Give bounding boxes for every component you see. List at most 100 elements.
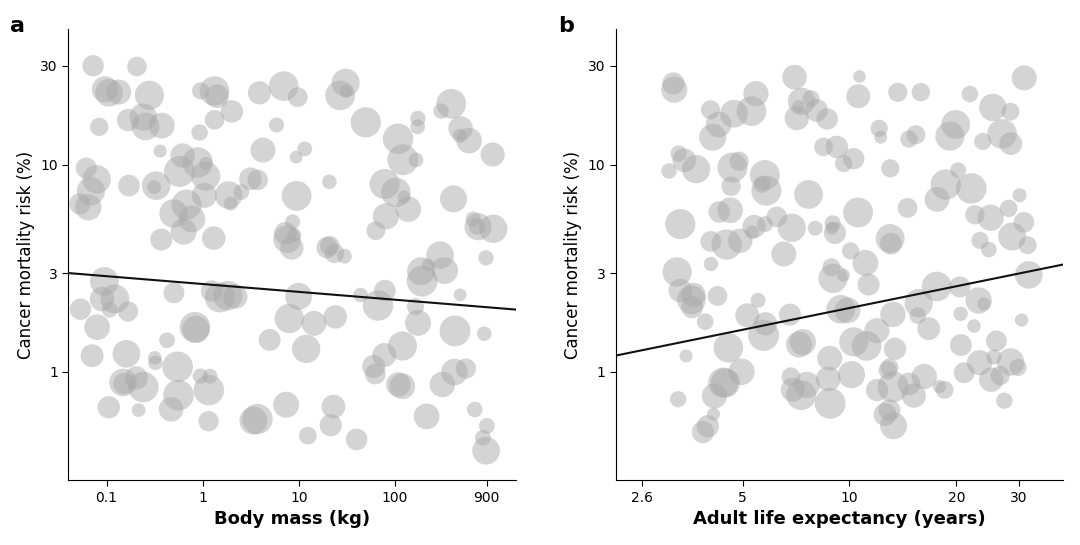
Point — [786, 73, 804, 82]
Point — [1015, 74, 1032, 82]
Point — [739, 311, 756, 320]
Point — [232, 187, 249, 196]
Point — [165, 209, 183, 218]
Point — [824, 274, 841, 283]
Point — [951, 310, 969, 318]
Point — [276, 229, 294, 238]
Point — [794, 338, 811, 347]
Point — [1020, 241, 1037, 250]
Point — [699, 422, 716, 431]
Point — [460, 136, 477, 145]
Point — [983, 376, 1000, 384]
Point — [839, 306, 856, 315]
Point — [84, 62, 102, 70]
Point — [858, 342, 875, 350]
Point — [200, 386, 217, 395]
Point — [159, 336, 176, 344]
Point — [942, 132, 959, 141]
Point — [929, 195, 946, 204]
Point — [782, 372, 799, 381]
Point — [775, 250, 793, 258]
Point — [451, 131, 469, 140]
Point — [245, 416, 262, 425]
Point — [665, 86, 683, 94]
Point — [745, 222, 762, 231]
Point — [881, 363, 899, 372]
Point — [283, 244, 300, 252]
Point — [747, 89, 765, 98]
Point — [96, 277, 113, 286]
Point — [842, 246, 860, 255]
Point — [195, 191, 213, 199]
Point — [96, 85, 113, 94]
Point — [299, 431, 316, 440]
Point — [802, 94, 820, 103]
Point — [856, 258, 874, 267]
Point — [484, 150, 501, 159]
Point — [146, 354, 163, 362]
Point — [828, 143, 846, 152]
Point — [352, 290, 369, 299]
Point — [467, 405, 484, 414]
Point — [885, 383, 902, 391]
Point — [826, 228, 843, 237]
Point — [845, 154, 862, 163]
Point — [1021, 270, 1038, 279]
Point — [87, 175, 105, 184]
Point — [962, 184, 980, 193]
Point — [758, 186, 775, 195]
Point — [879, 366, 896, 375]
Point — [899, 203, 916, 212]
Point — [337, 78, 354, 87]
Point — [289, 292, 307, 301]
Point — [336, 252, 353, 261]
Point — [971, 236, 988, 245]
Point — [464, 215, 482, 223]
Point — [683, 295, 700, 304]
Point — [407, 155, 424, 164]
Point — [781, 310, 798, 319]
Point — [842, 371, 860, 379]
Point — [175, 227, 192, 236]
Point — [395, 193, 413, 202]
Point — [710, 120, 727, 129]
Point — [872, 133, 889, 142]
Point — [887, 344, 904, 353]
Point — [824, 219, 841, 228]
Point — [436, 266, 454, 275]
Point — [127, 373, 145, 382]
Point — [187, 323, 204, 331]
Point — [91, 123, 108, 131]
Point — [82, 187, 99, 196]
Point — [793, 97, 810, 106]
Point — [326, 312, 343, 321]
Point — [717, 379, 734, 387]
Point — [996, 396, 1013, 405]
Y-axis label: Cancer mortality risk (%): Cancer mortality risk (%) — [16, 151, 35, 359]
Point — [394, 342, 411, 350]
Point — [877, 410, 894, 419]
Point — [147, 359, 164, 367]
Point — [446, 368, 463, 377]
Point — [116, 379, 133, 388]
Point — [991, 371, 1009, 380]
Point — [956, 368, 973, 377]
Point — [783, 223, 800, 232]
Point — [755, 331, 772, 340]
Point — [407, 302, 424, 311]
Point — [191, 372, 208, 380]
Point — [376, 286, 393, 295]
Point — [793, 391, 810, 399]
Point — [971, 359, 988, 367]
Point — [278, 401, 295, 409]
Point — [445, 195, 462, 203]
Point — [664, 79, 681, 88]
Point — [337, 87, 354, 96]
Point — [89, 323, 106, 331]
Point — [227, 292, 244, 301]
Point — [457, 364, 474, 373]
Point — [284, 217, 301, 226]
Point — [400, 205, 417, 214]
Point — [967, 210, 984, 219]
Point — [947, 120, 964, 129]
